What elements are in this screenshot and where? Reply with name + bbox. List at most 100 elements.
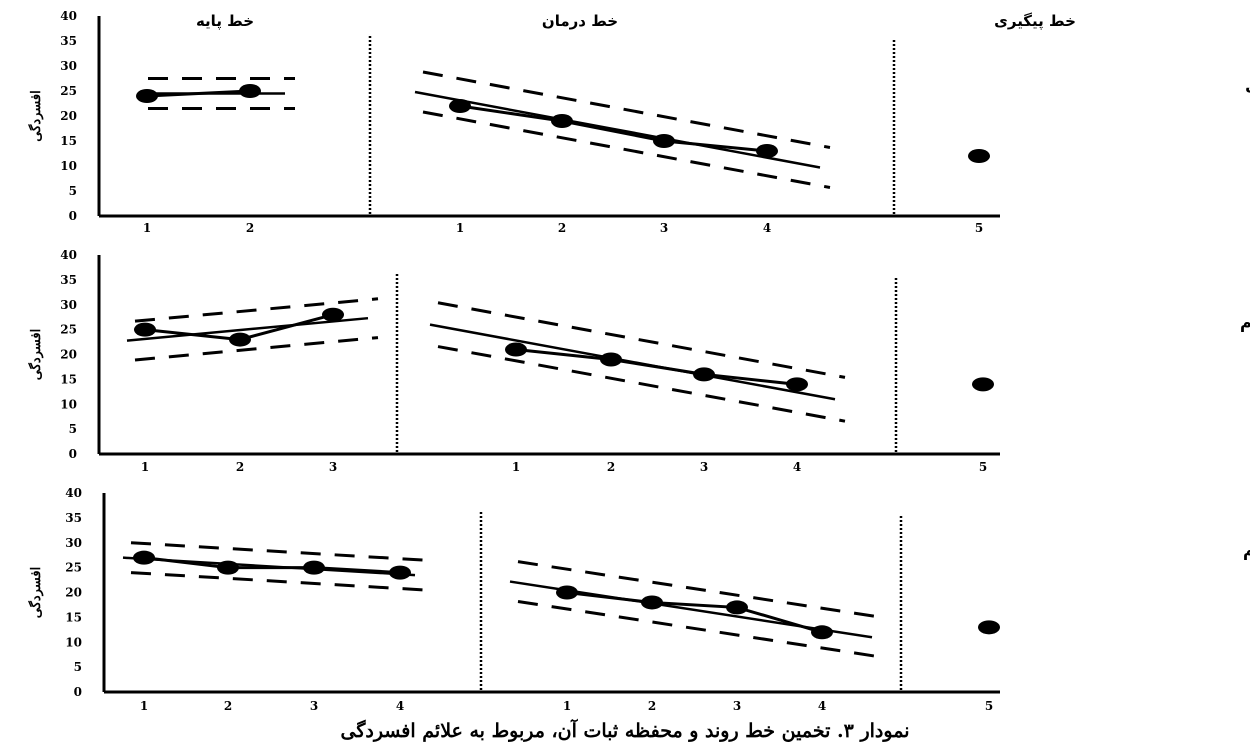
data-point — [811, 625, 833, 640]
data-point — [229, 332, 251, 347]
y-tick-label: 10 — [65, 635, 82, 649]
y-tick-label: 40 — [60, 9, 77, 23]
x-tick-label: 2 — [224, 699, 232, 713]
client-panel-2: 0 5 10 15 20 25 30 35 40 افسردگی مراجع دوم 1 2 3 1 2 3 4 5 — [27, 248, 1250, 474]
data-point — [968, 149, 990, 163]
x-tick-label: 3 — [660, 221, 668, 235]
figure-caption: نمودار ۳. تخمین خط روند و محفظه ثبات آن،… — [340, 720, 910, 742]
trend-line — [126, 316, 369, 342]
data-line — [459, 104, 768, 153]
y-tick-label: 0 — [69, 209, 77, 223]
x-tick-label: 5 — [979, 460, 987, 474]
y-tick-label: 20 — [65, 586, 82, 600]
data-point — [322, 307, 344, 322]
client-label: مراجع اول — [1245, 75, 1250, 94]
stability-envelope-line — [134, 336, 379, 362]
y-tick-label: 15 — [60, 372, 77, 386]
y-axis-label: افسردگی — [27, 567, 44, 618]
y-tick-label: 25 — [60, 84, 77, 98]
y-tick-label: 0 — [74, 685, 82, 699]
client-label: مراجع دوم — [1240, 313, 1250, 332]
data-point — [505, 342, 527, 357]
x-tick-label: 1 — [141, 460, 149, 474]
y-tick-label: 5 — [69, 422, 77, 436]
data-point — [303, 560, 325, 575]
x-tick-label: 2 — [236, 460, 244, 474]
x-tick-label: 1 — [143, 221, 151, 235]
x-tick-label: 4 — [793, 460, 801, 474]
y-tick-label: 30 — [60, 59, 77, 73]
x-tick-label: 4 — [396, 699, 404, 713]
y-tick-label: 35 — [60, 273, 77, 287]
data-line — [143, 556, 401, 575]
data-point — [136, 89, 158, 103]
stability-envelope-line — [130, 541, 426, 562]
data-line — [515, 348, 798, 386]
y-tick-label: 10 — [60, 397, 77, 411]
data-point — [449, 99, 471, 113]
x-tick-label: 3 — [700, 460, 708, 474]
y-tick-label: 30 — [65, 536, 82, 550]
client-label: مراجع سوم — [1243, 541, 1250, 560]
y-axis-label: افسردگی — [27, 90, 44, 141]
stability-envelope-line — [422, 110, 831, 189]
y-tick-label: 20 — [60, 348, 77, 362]
y-tick-label: 40 — [65, 486, 82, 500]
data-point — [556, 585, 578, 600]
x-tick-label: 5 — [975, 221, 983, 235]
x-tick-label: 4 — [818, 699, 826, 713]
data-point — [978, 620, 1000, 635]
client-panel-1: 0510152025303540افسردگیمراجع اولخط پایهخ… — [27, 9, 1250, 235]
x-tick-label: 4 — [763, 221, 771, 235]
y-tick-label: 0 — [69, 447, 77, 461]
data-point — [756, 144, 778, 158]
data-line — [566, 591, 823, 634]
data-point — [551, 114, 573, 128]
y-tick-label: 25 — [60, 323, 77, 337]
data-point — [217, 560, 239, 575]
data-line — [146, 89, 251, 98]
x-tick-label: 1 — [140, 699, 148, 713]
phase-label: خط درمان — [542, 12, 618, 30]
x-tick-label: 2 — [246, 221, 254, 235]
x-tick-label: 1 — [563, 699, 571, 713]
x-tick-label: 2 — [648, 699, 656, 713]
data-point — [389, 565, 411, 580]
x-tick-label: 3 — [310, 699, 318, 713]
data-point — [653, 134, 675, 148]
phase-label: خط پایه — [196, 12, 254, 31]
trend-line — [414, 90, 821, 169]
y-tick-label: 20 — [60, 109, 77, 123]
x-tick-label: 1 — [512, 460, 520, 474]
data-point — [600, 352, 622, 367]
x-tick-label: 5 — [985, 699, 993, 713]
y-tick-label: 10 — [60, 159, 77, 173]
stability-envelope-line — [437, 301, 846, 379]
data-point — [641, 595, 663, 610]
phase-label: خط پیگیری — [994, 12, 1076, 31]
y-tick-label: 5 — [69, 184, 77, 198]
stability-envelope-line — [422, 70, 831, 149]
y-tick-label: 40 — [60, 248, 77, 262]
y-axis-label: افسردگی — [27, 329, 44, 380]
stability-envelope-line — [130, 571, 426, 592]
client-panel-3: 0 5 10 15 20 25 30 35 40 افسردگی مراجع سوم 1 2 3 4 1 2 3 4… — [27, 486, 1250, 713]
data-point — [972, 377, 994, 392]
stability-envelope-line — [134, 297, 379, 323]
data-point — [726, 600, 748, 615]
y-tick-label: 25 — [65, 561, 82, 575]
stability-envelope-line — [517, 560, 883, 619]
x-tick-label: 3 — [329, 460, 337, 474]
x-tick-label: 2 — [607, 460, 615, 474]
y-tick-label: 35 — [60, 34, 77, 48]
x-tick-label: 3 — [733, 699, 741, 713]
stability-envelope-line — [437, 345, 846, 423]
y-tick-label: 5 — [74, 660, 82, 674]
y-tick-label: 15 — [65, 610, 82, 624]
x-tick-label: 1 — [456, 221, 464, 235]
data-point — [133, 550, 155, 565]
data-point — [786, 377, 808, 392]
y-tick-label: 15 — [60, 134, 77, 148]
data-point — [134, 322, 156, 337]
